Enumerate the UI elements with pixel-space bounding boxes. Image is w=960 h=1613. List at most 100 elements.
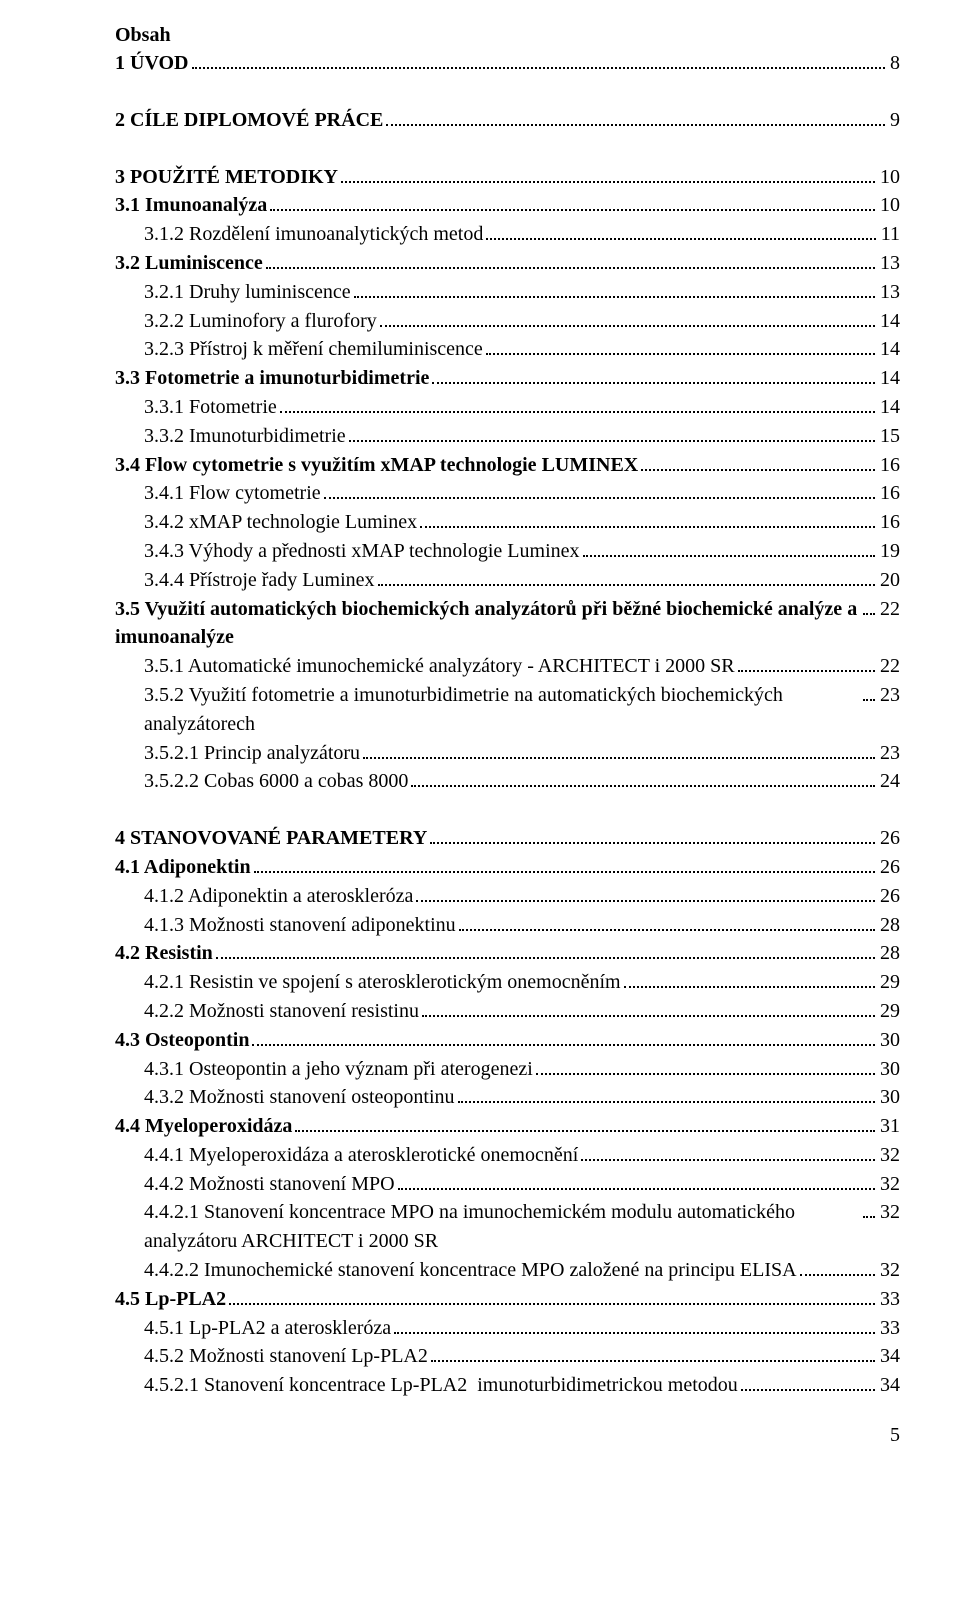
- toc-leader-dots: [252, 1030, 875, 1046]
- toc-leader-dots: [192, 53, 886, 69]
- toc-leader-dots: [420, 512, 875, 528]
- toc-leader-dots: [581, 1145, 875, 1161]
- toc-entry-label: 3.4.4 Přístroje řady Luminex: [144, 566, 375, 595]
- toc-entry-page: 16: [878, 508, 900, 537]
- toc-entry-label: 4.1.3 Možnosti stanovení adiponektinu: [144, 911, 456, 940]
- toc-entry-label: 4.2.2 Možnosti stanovení resistinu: [144, 997, 419, 1026]
- toc-entry-label: 4.4.2.1 Stanovení koncentrace MPO na imu…: [144, 1198, 860, 1256]
- toc-leader-dots: [863, 599, 875, 615]
- toc-leader-dots: [363, 743, 875, 759]
- toc-entry: 3.5.2.1 Princip analyzátoru23: [115, 739, 900, 768]
- toc-entry-page: 32: [878, 1141, 900, 1170]
- toc-entry-label: 4.5.2 Možnosti stanovení Lp-PLA2: [144, 1342, 428, 1371]
- toc-entry: 4.4.1 Myeloperoxidáza a aterosklerotické…: [115, 1141, 900, 1170]
- toc-entry-label: 3.1.2 Rozdělení imunoanalytických metod: [144, 220, 483, 249]
- toc-leader-dots: [422, 1001, 875, 1017]
- toc-entry-page: 14: [878, 364, 900, 393]
- toc-spacer: [115, 135, 900, 163]
- toc-entry-page: 11: [879, 220, 900, 249]
- toc-entry: 4 STANOVOVANÉ PARAMETERY26: [115, 824, 900, 853]
- toc-entry-page: 28: [878, 911, 900, 940]
- toc-entry: 4.3.1 Osteopontin a jeho význam při ater…: [115, 1055, 900, 1084]
- toc-entry: 4.2.2 Možnosti stanovení resistinu29: [115, 997, 900, 1026]
- toc-entry: 3.3.1 Fotometrie 14: [115, 393, 900, 422]
- toc-entry-page: 24: [878, 767, 900, 796]
- toc-leader-dots: [394, 1318, 875, 1334]
- toc-leader-dots: [254, 857, 875, 873]
- toc-entry-label: 1 ÚVOD: [115, 49, 189, 78]
- toc-leader-dots: [430, 828, 875, 844]
- toc-entry-label: 3.4 Flow cytometrie s využitím xMAP tech…: [115, 451, 638, 480]
- toc-title: Obsah: [115, 24, 900, 47]
- toc-entry-page: 10: [878, 191, 900, 220]
- toc-entry-page: 34: [878, 1371, 900, 1400]
- toc-entry-label: 3.3.2 Imunoturbidimetrie: [144, 422, 346, 451]
- toc-entry: 4.5.2 Možnosti stanovení Lp-PLA234: [115, 1342, 900, 1371]
- toc-entry-label: 3.3.1 Fotometrie: [144, 393, 277, 422]
- toc-spacer: [115, 78, 900, 106]
- toc-entry-label: 4.2 Resistin: [115, 939, 213, 968]
- toc-leader-dots: [266, 253, 875, 269]
- toc-entry: 3.4.2 xMAP technologie Luminex16: [115, 508, 900, 537]
- toc-entry-label: 3.2.2 Luminofory a flurofory: [144, 307, 377, 336]
- toc-entry-page: 32: [878, 1256, 900, 1285]
- toc-entry-label: 2 CÍLE DIPLOMOVÉ PRÁCE: [115, 106, 383, 135]
- toc-entry-label: 3.1 Imunoanalýza: [115, 191, 267, 220]
- toc-entry: 3.2 Luminiscence13: [115, 249, 900, 278]
- toc-entry-page: 14: [878, 335, 900, 364]
- toc-entry: 4.3.2 Možnosti stanovení osteopontinu30: [115, 1083, 900, 1112]
- toc-leader-dots: [486, 224, 875, 240]
- toc-leader-dots: [431, 1346, 875, 1362]
- toc-entry: 3.3 Fotometrie a imunoturbidimetrie 14: [115, 364, 900, 393]
- toc-leader-dots: [624, 972, 875, 988]
- toc-entry-label: 3 POUŽITÉ METODIKY: [115, 163, 338, 192]
- toc-entry-page: 26: [878, 882, 900, 911]
- toc-entry-page: 16: [878, 451, 900, 480]
- toc-entry: 1 ÚVOD8: [115, 49, 900, 78]
- toc-entry-label: 4.3.1 Osteopontin a jeho význam při ater…: [144, 1055, 533, 1084]
- toc-entry-label: 4.4.2.2 Imunochemické stanovení koncentr…: [144, 1256, 797, 1285]
- toc-leader-dots: [863, 1202, 875, 1218]
- toc-entry-page: 33: [878, 1314, 900, 1343]
- toc-entry: 4.5.2.1 Stanovení koncentrace Lp-PLA2 im…: [115, 1371, 900, 1400]
- toc-leader-dots: [270, 195, 875, 211]
- toc-leader-dots: [341, 167, 875, 183]
- toc-entry-page: 14: [878, 393, 900, 422]
- toc-leader-dots: [411, 771, 875, 787]
- toc-entry-label: 3.5 Využití automatických biochemických …: [115, 595, 860, 653]
- toc-body: 1 ÚVOD8 2 CÍLE DIPLOMOVÉ PRÁCE 9 3 POUŽITÉ …: [115, 49, 900, 1400]
- toc-entry-page: 9: [888, 106, 900, 135]
- toc-entry: 3.4.3 Výhody a přednosti xMAP technologi…: [115, 537, 900, 566]
- toc-entry-page: 23: [878, 739, 900, 768]
- toc-leader-dots: [459, 915, 875, 931]
- toc-entry: 4.1.3 Možnosti stanovení adiponektinu 28: [115, 911, 900, 940]
- toc-entry: 4.4.2 Možnosti stanovení MPO32: [115, 1170, 900, 1199]
- toc-entry-page: 30: [878, 1055, 900, 1084]
- toc-entry-label: 3.4.1 Flow cytometrie: [144, 479, 321, 508]
- toc-entry-label: 3.5.2.2 Cobas 6000 a cobas 8000: [144, 767, 408, 796]
- toc-entry-page: 16: [878, 479, 900, 508]
- toc-entry-page: 10: [878, 163, 900, 192]
- toc-entry-label: 3.3 Fotometrie a imunoturbidimetrie: [115, 364, 429, 393]
- toc-entry-label: 4.4.2 Možnosti stanovení MPO: [144, 1170, 395, 1199]
- toc-entry-page: 13: [878, 278, 900, 307]
- toc-leader-dots: [741, 1375, 875, 1391]
- toc-entry: 4.5 Lp-PLA233: [115, 1285, 900, 1314]
- toc-spacer: [115, 796, 900, 824]
- toc-entry-page: 29: [878, 968, 900, 997]
- toc-entry: 3.5.1 Automatické imunochemické analyzát…: [115, 652, 900, 681]
- toc-leader-dots: [229, 1289, 875, 1305]
- toc-entry-label: 4.5 Lp-PLA2: [115, 1285, 226, 1314]
- toc-entry: 3.4 Flow cytometrie s využitím xMAP tech…: [115, 451, 900, 480]
- toc-entry-page: 23: [878, 681, 900, 710]
- toc-entry-label: 4.1.2 Adiponektin a ateroskleróza: [144, 882, 413, 911]
- toc-entry-label: 3.5.1 Automatické imunochemické analyzát…: [144, 652, 735, 681]
- toc-entry-label: 4.3 Osteopontin: [115, 1026, 249, 1055]
- toc-leader-dots: [536, 1059, 875, 1075]
- toc-entry-label: 4 STANOVOVANÉ PARAMETERY: [115, 824, 427, 853]
- toc-leader-dots: [432, 368, 875, 384]
- toc-entry-page: 30: [878, 1083, 900, 1112]
- toc-entry: 4.5.1 Lp-PLA2 a ateroskleróza33: [115, 1314, 900, 1343]
- toc-entry: 3.2.3 Přístroj k měření chemiluminiscenc…: [115, 335, 900, 364]
- toc-leader-dots: [216, 943, 875, 959]
